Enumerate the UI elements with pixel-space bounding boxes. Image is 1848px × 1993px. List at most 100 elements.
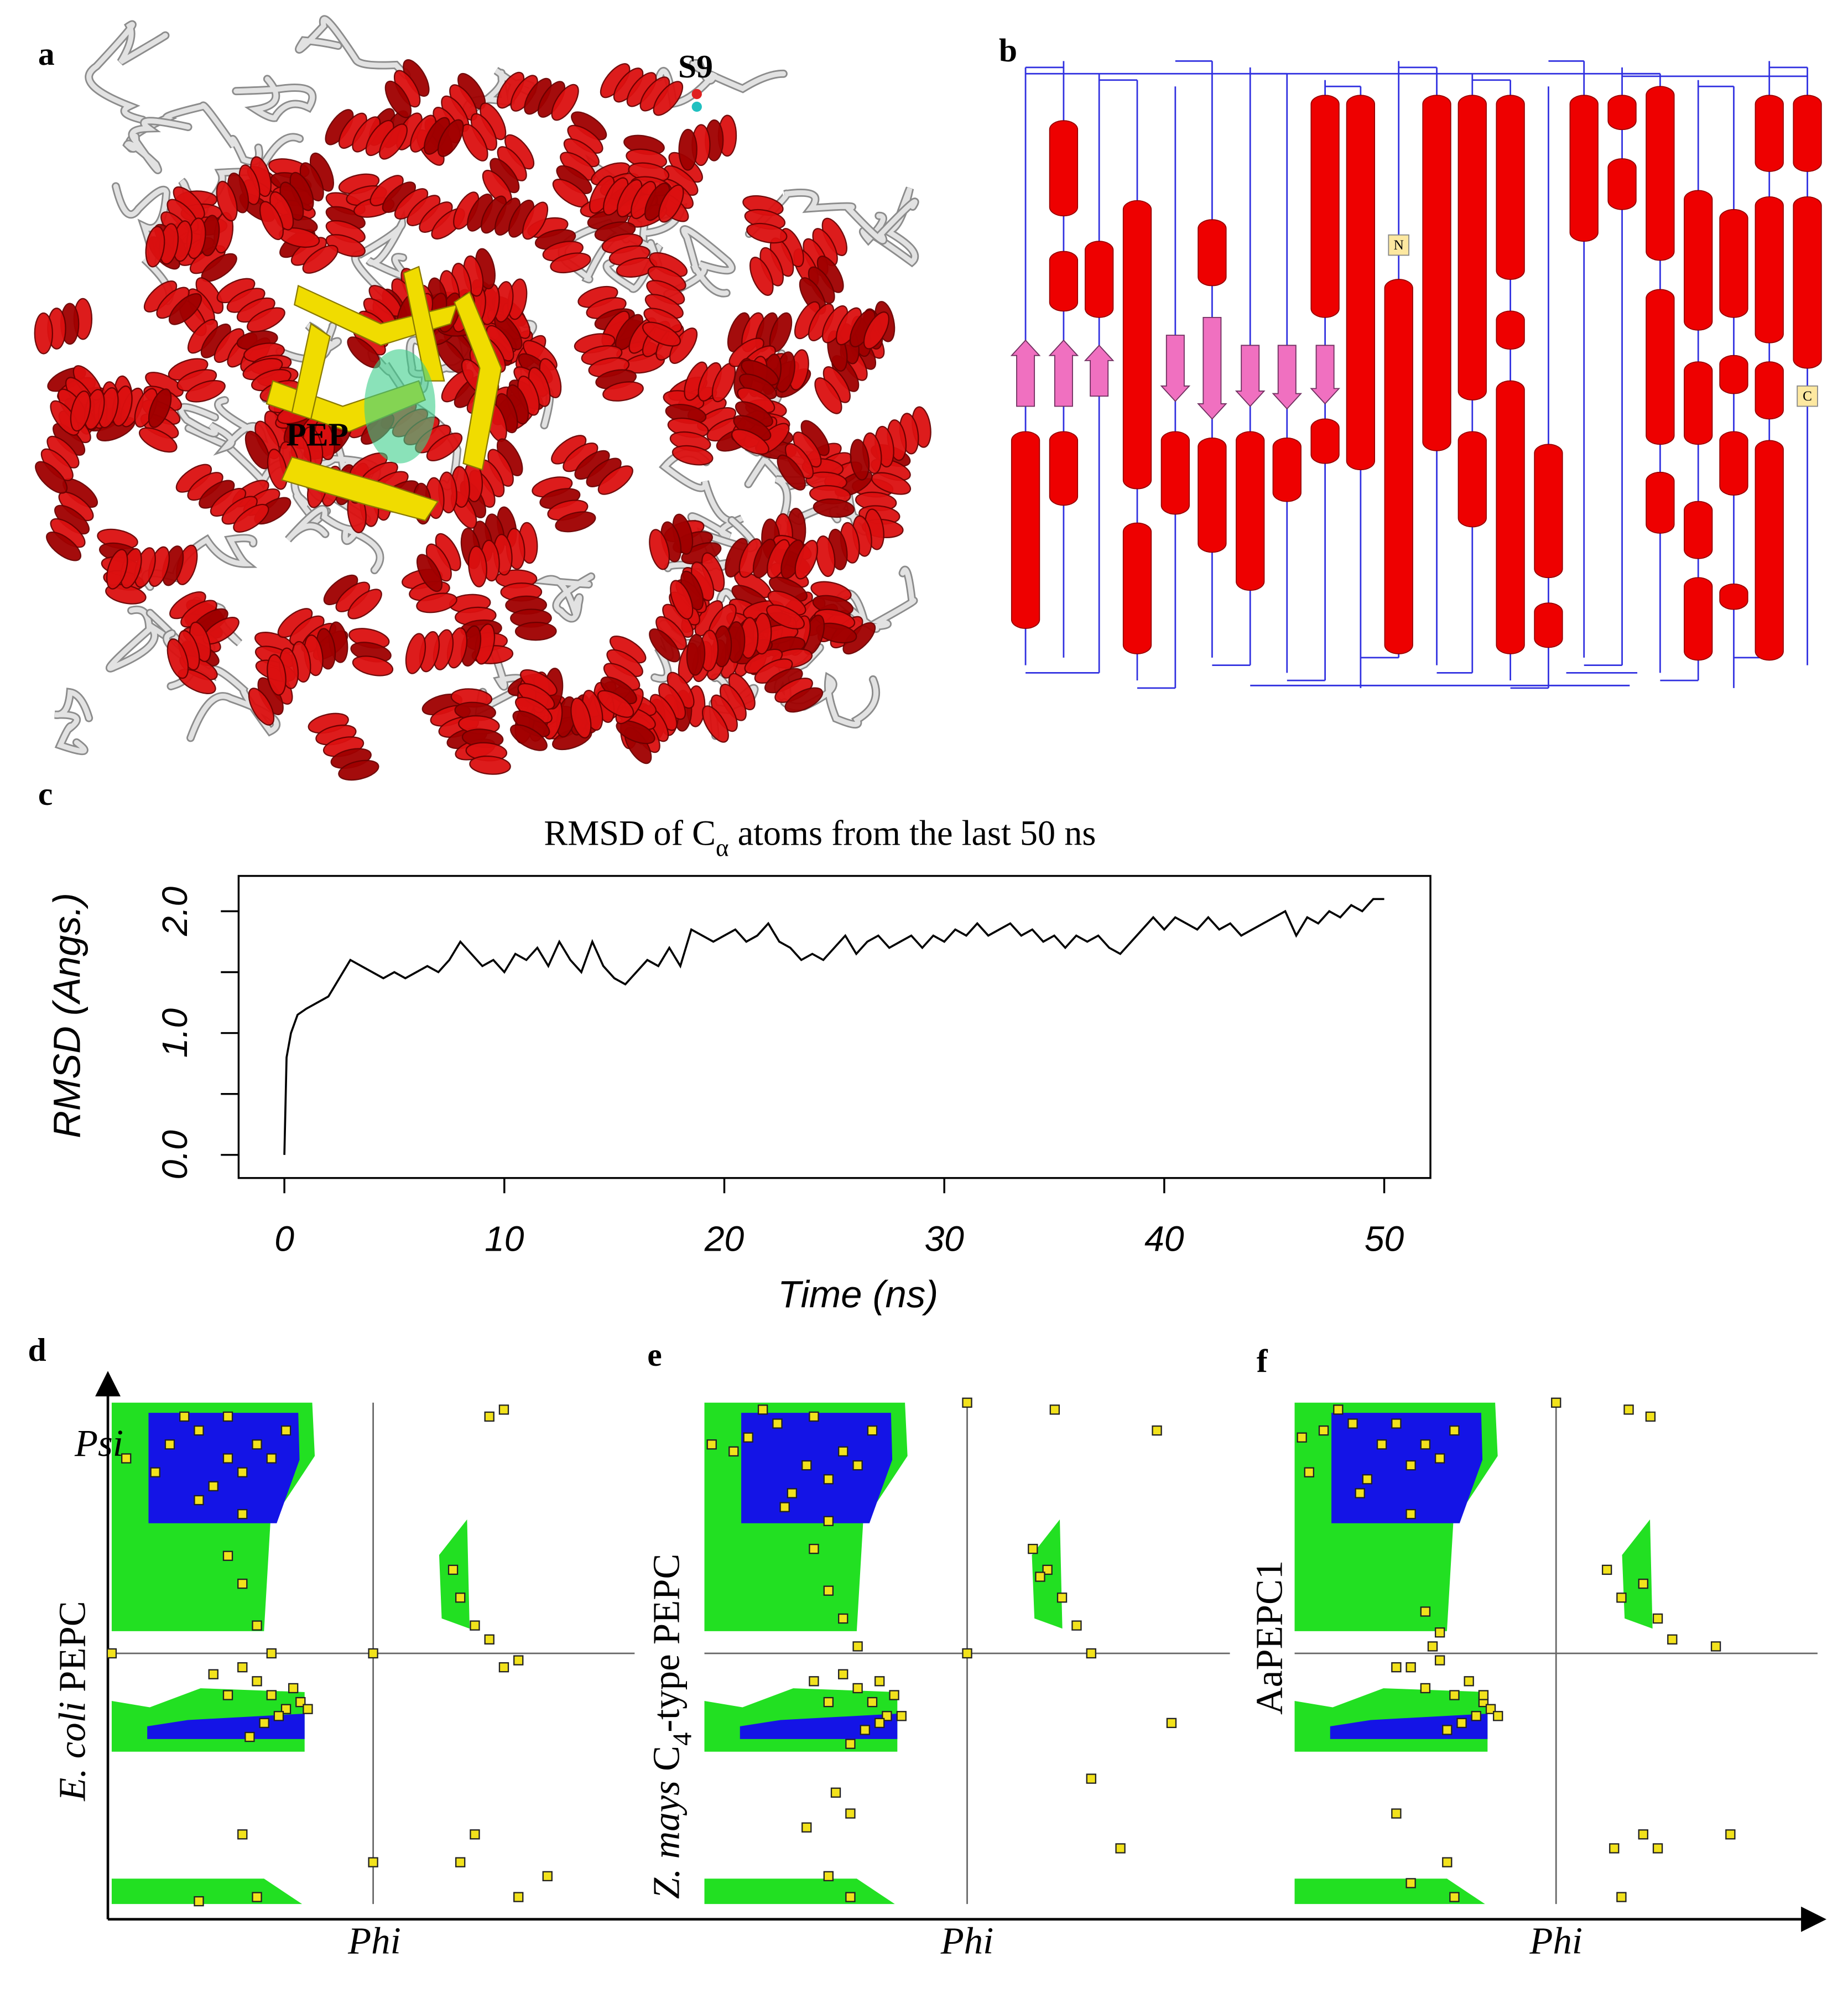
helix-cylinder — [1646, 289, 1675, 445]
helix-cylinder — [1160, 431, 1190, 515]
helix — [384, 80, 412, 118]
panel-label: c — [38, 776, 53, 812]
helix — [70, 391, 91, 432]
helix-cylinder — [1457, 95, 1487, 400]
text-part: 4 — [668, 1732, 697, 1746]
residue-point — [1667, 1634, 1678, 1645]
helix — [749, 257, 774, 296]
helix-cylinder — [1569, 95, 1599, 242]
coil — [179, 134, 303, 215]
residue-point — [757, 1404, 768, 1415]
helix — [405, 633, 426, 674]
y-tick-label: 1.0 — [155, 1008, 195, 1058]
text-part: C — [645, 1746, 687, 1781]
residue-point — [222, 1550, 233, 1561]
helix — [148, 388, 172, 428]
coil — [124, 118, 191, 173]
helix — [248, 688, 275, 726]
text-part: AaPEPC1 — [1248, 1560, 1290, 1715]
helix — [338, 759, 379, 781]
helix-cylinder — [1607, 158, 1637, 210]
helix-cylinder — [1534, 444, 1563, 579]
helix — [379, 123, 408, 160]
residue-point — [1449, 1892, 1460, 1902]
residue-point — [455, 1857, 466, 1867]
residue-point — [823, 1474, 834, 1485]
residue-point — [1434, 1453, 1445, 1464]
strand-arrow — [1048, 339, 1079, 407]
helix-cylinder — [1684, 577, 1713, 661]
helix-cylinder — [1049, 120, 1079, 217]
x-tick-label: 50 — [1365, 1219, 1404, 1258]
helix — [259, 201, 284, 241]
helix — [216, 180, 238, 222]
helix-cylinder — [1755, 440, 1784, 661]
residue-point — [1449, 1690, 1460, 1700]
residue-point — [1601, 1564, 1612, 1575]
helix — [642, 321, 681, 347]
residue-point — [1434, 1627, 1445, 1638]
residue-point — [838, 1446, 848, 1457]
helix — [784, 687, 824, 713]
residue-point — [1391, 1418, 1402, 1429]
helix — [145, 226, 165, 268]
residue-point — [484, 1411, 494, 1422]
helix — [570, 698, 592, 739]
helix-cylinder — [1719, 431, 1748, 496]
residue-point — [1420, 1606, 1431, 1617]
residue-point — [259, 1718, 269, 1729]
coil — [860, 187, 918, 266]
residue-point — [150, 1467, 160, 1477]
helix-cylinder — [1719, 583, 1748, 610]
helix-cylinder — [1793, 95, 1822, 172]
residue-point — [484, 1634, 494, 1645]
residue-point — [1725, 1829, 1736, 1840]
coil — [535, 574, 594, 621]
x-axis-label: Phi — [1529, 1919, 1582, 1961]
helix-cylinder — [1755, 196, 1784, 344]
helix — [746, 222, 788, 244]
residue-point — [1471, 1711, 1481, 1721]
helix — [814, 377, 842, 414]
residue-point — [1086, 1773, 1096, 1784]
residue-point — [809, 1543, 819, 1554]
helix-cylinder — [1755, 95, 1784, 172]
residue-point — [194, 1425, 204, 1436]
text-part: α — [716, 834, 729, 862]
residue-point — [1652, 1843, 1663, 1854]
residue-point — [1391, 1662, 1402, 1673]
structure-label: PEP — [286, 417, 348, 453]
panel-ylabel: E. coli PEPC — [51, 1601, 93, 1801]
residue-point — [845, 1808, 856, 1819]
residue-point — [1442, 1725, 1453, 1735]
helix-cylinder — [1310, 95, 1340, 318]
helix — [731, 429, 769, 455]
residue-point — [164, 1439, 175, 1450]
residue-point — [1638, 1829, 1648, 1840]
helix — [106, 549, 128, 590]
helix — [649, 529, 670, 570]
helix — [352, 655, 394, 677]
helix — [426, 433, 463, 461]
residue-point — [222, 1690, 233, 1700]
helix — [671, 445, 714, 466]
residue-point — [266, 1453, 277, 1464]
helix — [602, 381, 644, 402]
helix-cylinder — [1755, 361, 1784, 420]
residue-point — [1442, 1857, 1453, 1867]
text-part: atoms from the last 50 ns — [729, 813, 1096, 852]
coil — [661, 450, 743, 539]
residue-point — [513, 1892, 524, 1902]
residue-point — [1318, 1425, 1329, 1436]
residue-point — [244, 1731, 255, 1742]
residue-point — [706, 1439, 717, 1450]
helix-cylinder — [1793, 196, 1822, 369]
helix — [850, 439, 870, 481]
residue-point — [288, 1683, 299, 1694]
residue-point — [1405, 1460, 1416, 1471]
residue-point — [1391, 1808, 1402, 1819]
helix-cylinder — [1719, 209, 1748, 318]
helix — [794, 539, 819, 580]
residue-point — [1449, 1425, 1460, 1436]
residue-point — [1304, 1467, 1314, 1477]
